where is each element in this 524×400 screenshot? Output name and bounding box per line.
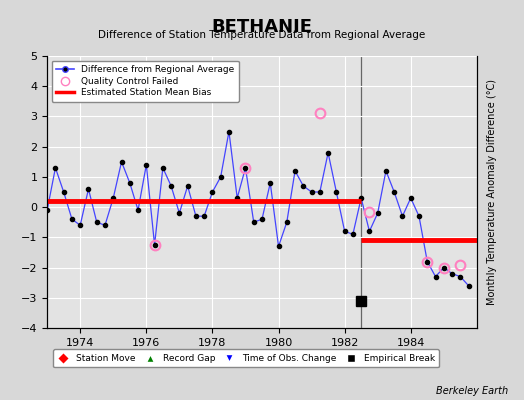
Point <box>60 189 68 195</box>
Point <box>109 195 117 201</box>
Point <box>315 189 324 195</box>
Point <box>93 219 101 226</box>
Point <box>192 213 200 219</box>
Point <box>464 282 473 289</box>
Point <box>225 128 233 135</box>
Point <box>266 180 275 186</box>
Point <box>101 222 109 228</box>
Point <box>258 216 266 222</box>
Point <box>407 195 415 201</box>
Point <box>423 258 431 265</box>
Point <box>142 162 150 168</box>
Point <box>282 219 291 226</box>
Point <box>332 189 341 195</box>
Point <box>357 195 365 201</box>
Point <box>76 222 84 228</box>
Point <box>348 231 357 238</box>
Point <box>382 168 390 174</box>
Point <box>84 186 93 192</box>
Point <box>175 210 183 216</box>
Point <box>216 174 225 180</box>
Point <box>43 207 51 213</box>
Point <box>249 219 258 226</box>
Point <box>51 165 60 171</box>
Legend: Difference from Regional Average, Quality Control Failed, Estimated Station Mean: Difference from Regional Average, Qualit… <box>52 60 239 102</box>
Point <box>456 274 464 280</box>
Point <box>308 189 316 195</box>
Point <box>390 189 398 195</box>
Point <box>233 195 242 201</box>
Point <box>324 150 332 156</box>
Text: BETHANIE: BETHANIE <box>212 18 312 36</box>
Point <box>415 213 423 219</box>
Point <box>134 207 142 213</box>
Text: Berkeley Earth: Berkeley Earth <box>436 386 508 396</box>
Point <box>183 183 192 189</box>
Point <box>341 228 349 234</box>
Point <box>365 228 374 234</box>
Point <box>126 180 134 186</box>
Point <box>448 270 456 277</box>
Point <box>398 213 407 219</box>
Point <box>440 264 448 271</box>
Y-axis label: Monthly Temperature Anomaly Difference (°C): Monthly Temperature Anomaly Difference (… <box>487 79 497 305</box>
Point <box>299 183 308 189</box>
Point <box>117 158 126 165</box>
Point <box>68 216 76 222</box>
Point <box>275 243 283 250</box>
Point <box>208 189 216 195</box>
Point <box>291 168 299 174</box>
Point <box>374 210 382 216</box>
Legend: Station Move, Record Gap, Time of Obs. Change, Empirical Break: Station Move, Record Gap, Time of Obs. C… <box>53 350 439 368</box>
Point <box>159 165 167 171</box>
Point <box>200 213 209 219</box>
Point <box>150 242 159 248</box>
Text: Difference of Station Temperature Data from Regional Average: Difference of Station Temperature Data f… <box>99 30 425 40</box>
Point <box>241 165 249 171</box>
Point <box>167 183 176 189</box>
Point <box>431 274 440 280</box>
